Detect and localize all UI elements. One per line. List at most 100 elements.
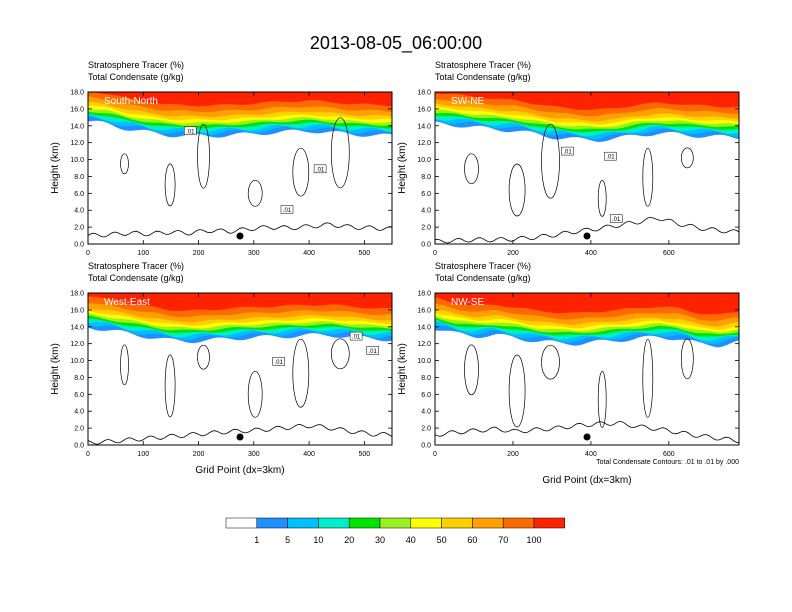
condensate-contour-line [164, 163, 176, 207]
condensate-contour-line [541, 123, 560, 199]
contour-footnote: Total Condensate Contours: .01 to .01 by… [596, 459, 739, 466]
panel-title-line-2: Total Condensate (g/kg) [88, 72, 184, 82]
y-tick-label: 0.0 [74, 242, 84, 249]
panel-title-line-2: Total Condensate (g/kg) [435, 273, 531, 283]
y-tick-label: 18.0 [70, 90, 84, 97]
x-tick-label: 500 [359, 451, 371, 458]
condensate-contour-line [642, 338, 654, 418]
x-tick-label: 0 [86, 250, 90, 257]
location-marker [236, 232, 244, 240]
y-tick-label: 14.0 [417, 324, 431, 331]
contour-label-box [313, 164, 327, 174]
contour-label-box [604, 151, 617, 161]
y-tick-label: 12.0 [417, 140, 431, 147]
plot-area: .01 .01 .01 SW-NE 0.0 2.0 4.0 6.0 8.0 10.0 12.0 14.… [417, 90, 740, 257]
y-tick-label: 2.0 [74, 426, 84, 433]
colorbar-label: 100 [526, 535, 541, 545]
condensate-contour-line [330, 338, 350, 370]
contour-label: .01 [606, 155, 615, 161]
terrain-line [434, 216, 740, 244]
contour-label-box [609, 214, 623, 223]
x-tick-label: 600 [663, 250, 675, 257]
y-tick-label: 12.0 [70, 140, 84, 147]
condensate-contour-line [330, 117, 350, 189]
condensate-contour-line [197, 123, 210, 189]
panel-title-line-2: Total Condensate (g/kg) [88, 273, 184, 283]
tracer-band-100 [435, 92, 739, 110]
panel-title-line-1: Stratosphere Tracer (%) [88, 261, 184, 271]
y-tick-label: 12.0 [417, 341, 431, 348]
y-tick-label: 14.0 [70, 123, 84, 130]
y-tick-label: 12.0 [70, 341, 84, 348]
contour-label-box [272, 357, 285, 366]
contour-label: .01 [275, 360, 284, 366]
condensate-contour-line [508, 163, 526, 217]
plot-frame [87, 91, 393, 245]
y-tick-label: 10.0 [417, 157, 431, 164]
x-tick-label: 400 [585, 250, 597, 257]
y-tick-label: 4.0 [421, 409, 431, 416]
panel-label: South-North [104, 96, 158, 107]
location-marker [583, 433, 591, 441]
condensate-contour-line [680, 338, 694, 380]
condensate-contour-line [197, 344, 210, 370]
plot-area: .01 .01 .01 South-North 0.0 2.0 4.0 6.0 8.0 10.0 1… [70, 90, 393, 257]
y-tick-label: 4.0 [421, 208, 431, 215]
x-tick-label: 200 [507, 250, 519, 257]
colorbar-swatch [287, 517, 319, 529]
y-tick-label: 0.0 [421, 242, 431, 249]
y-tick-label: 6.0 [74, 191, 84, 198]
condensate-contour-line [292, 147, 310, 197]
panel-title-line-2: Total Condensate (g/kg) [435, 72, 531, 82]
y-tick-label: 18.0 [417, 90, 431, 97]
x-tick-label: 400 [303, 451, 315, 458]
colorbar-swatch [502, 517, 535, 529]
y-axis-label: Height (km) [397, 142, 408, 194]
panel-label: SW-NE [451, 96, 484, 107]
y-tick-label: 8.0 [74, 174, 84, 181]
colorbar-swatch [441, 517, 473, 529]
panel-nw-se: NW-SE 0.0 2.0 4.0 6.0 8.0 10.0 12.0 14.0 16.0 18.0… [397, 261, 740, 486]
x-tick-label: 100 [137, 451, 149, 458]
contour-label: .01 [316, 167, 325, 173]
x-tick-label: 100 [137, 250, 149, 257]
y-tick-label: 10.0 [70, 157, 84, 164]
condensate-contour-line [597, 180, 607, 217]
plot-frame [434, 292, 740, 446]
panel-label: NW-SE [451, 297, 484, 308]
contour-label: .01 [352, 335, 361, 341]
terrain-line [87, 424, 393, 445]
y-tick-label: 16.0 [417, 106, 431, 113]
y-axis-label: Height (km) [50, 142, 61, 194]
y-tick-label: 4.0 [74, 409, 84, 416]
colorbar-label: 10 [313, 535, 323, 545]
y-tick-label: 16.0 [70, 307, 84, 314]
colorbar-swatch [318, 517, 350, 529]
x-tick-label: 400 [303, 250, 315, 257]
panel-south-north: .01 .01 .01 South-North 0.0 2.0 4.0 6.0 8.0 10.0 1… [50, 60, 393, 257]
y-tick-label: 0.0 [74, 443, 84, 450]
contour-label-box [561, 146, 574, 156]
contour-label: .01 [186, 129, 195, 135]
y-tick-label: 2.0 [74, 225, 84, 232]
contour-label-box [366, 346, 379, 355]
y-tick-label: 16.0 [70, 106, 84, 113]
condensate-contour-line [120, 153, 129, 175]
plot-frame [434, 91, 740, 245]
condensate-contour-line [164, 354, 176, 418]
condensate-contour-line [642, 147, 654, 207]
y-axis-label: Height (km) [50, 343, 61, 395]
x-axis-label: Grid Point (dx=3km) [542, 475, 631, 486]
y-tick-label: 18.0 [70, 291, 84, 298]
condensate-contour-line [464, 153, 479, 185]
colorbar-label: 20 [344, 535, 354, 545]
condensate-contour-line [508, 354, 526, 428]
terrain-line [87, 222, 393, 238]
y-tick-label: 2.0 [421, 426, 431, 433]
y-tick-label: 14.0 [417, 123, 431, 130]
plot-frame [87, 292, 393, 446]
x-tick-label: 600 [663, 451, 675, 458]
colorbar-swatch [410, 517, 442, 529]
location-marker [583, 232, 591, 240]
plot-area: NW-SE 0.0 2.0 4.0 6.0 8.0 10.0 12.0 14.0 16.0 18.0… [417, 291, 740, 458]
